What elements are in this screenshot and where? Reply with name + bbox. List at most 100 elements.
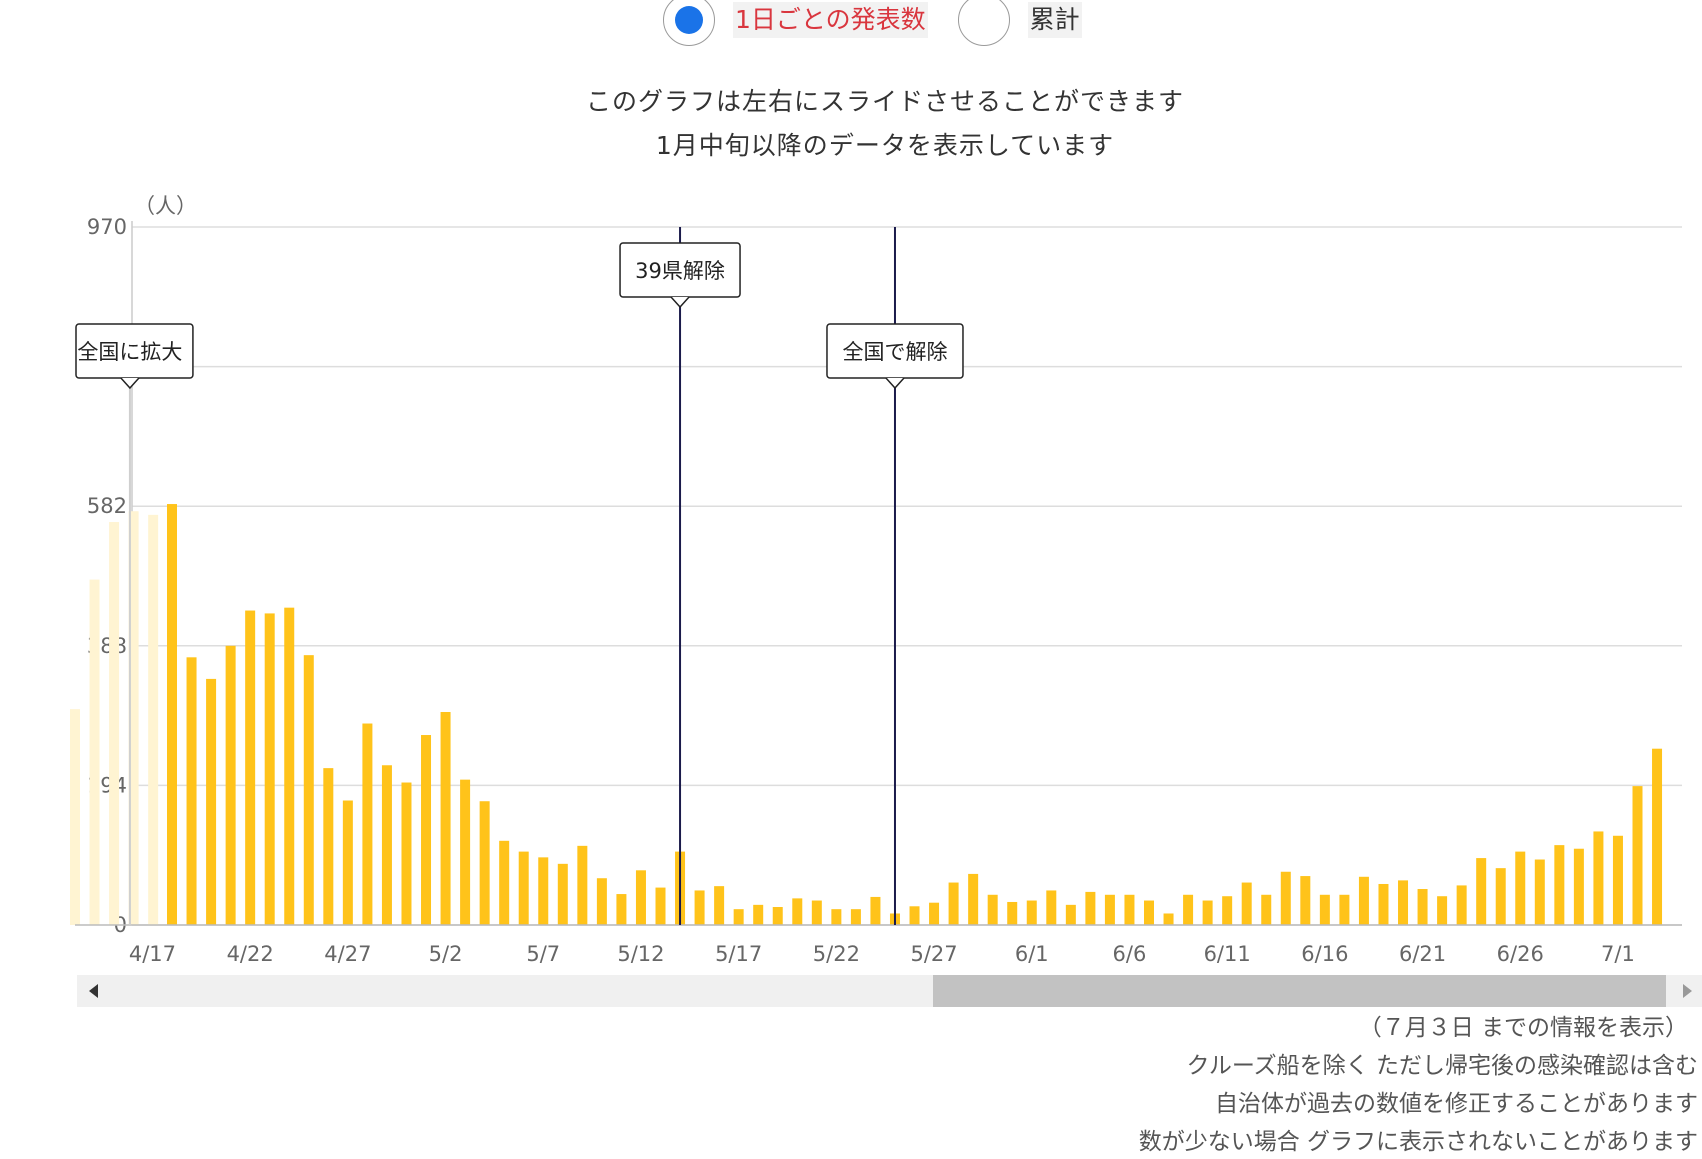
bar[interactable] <box>1183 894 1194 925</box>
bar[interactable] <box>948 882 959 925</box>
bar[interactable] <box>499 840 510 925</box>
x-tick-label: 4/22 <box>227 942 274 966</box>
x-tick-label: 5/7 <box>526 942 560 966</box>
bar[interactable] <box>733 909 744 925</box>
bar[interactable] <box>1202 900 1213 925</box>
bar[interactable] <box>1652 748 1663 925</box>
scroll-right-arrow-icon[interactable] <box>1683 984 1692 998</box>
bar[interactable] <box>1163 913 1174 925</box>
bar[interactable] <box>1241 882 1252 925</box>
bar[interactable] <box>1417 889 1428 925</box>
x-tick-label: 6/11 <box>1204 942 1251 966</box>
radio-daily-label[interactable]: 1日ごとの発表数 <box>733 2 928 38</box>
bar[interactable] <box>870 896 881 925</box>
bar[interactable] <box>1358 876 1369 925</box>
radio-cumulative-label[interactable]: 累計 <box>1027 2 1082 38</box>
x-tick-label: 4/27 <box>324 942 371 966</box>
bar[interactable] <box>753 904 764 925</box>
faded-bar <box>89 579 100 925</box>
bar[interactable] <box>1632 786 1643 925</box>
radio-daily-indicator[interactable] <box>663 0 715 46</box>
bar[interactable] <box>714 886 725 925</box>
bar[interactable] <box>1319 894 1330 925</box>
bar[interactable] <box>616 894 627 925</box>
chart-scrollbar[interactable] <box>77 975 1702 1007</box>
bar[interactable] <box>909 906 920 925</box>
bar[interactable] <box>655 887 666 925</box>
bar[interactable] <box>792 898 803 925</box>
bar[interactable] <box>245 610 256 925</box>
bar[interactable] <box>1222 896 1233 925</box>
bar[interactable] <box>987 894 998 925</box>
bar[interactable] <box>186 657 197 925</box>
bar[interactable] <box>635 870 646 925</box>
bar[interactable] <box>557 863 568 925</box>
bar[interactable] <box>362 723 373 925</box>
slide-hint: このグラフは左右にスライドさせることができます <box>585 87 1184 116</box>
footnote-correction: 自治体が過去の数値を修正することがあります <box>1215 1091 1698 1117</box>
bar[interactable] <box>811 900 822 925</box>
bar[interactable] <box>1007 901 1018 925</box>
bar[interactable] <box>538 857 549 925</box>
x-tick-label: 6/6 <box>1113 942 1147 966</box>
bar[interactable] <box>929 902 940 925</box>
bar[interactable] <box>1339 894 1350 925</box>
bar[interactable] <box>1554 845 1565 925</box>
bar[interactable] <box>440 712 451 925</box>
bar[interactable] <box>1280 871 1291 925</box>
bar[interactable] <box>479 801 490 925</box>
bar[interactable] <box>1456 885 1467 925</box>
bar[interactable] <box>772 907 783 925</box>
bar[interactable] <box>577 845 588 925</box>
bar[interactable] <box>1515 851 1526 925</box>
radio-daily[interactable]: 1日ごとの発表数 <box>663 0 928 46</box>
bar[interactable] <box>694 890 705 925</box>
bar[interactable] <box>850 909 861 925</box>
bar[interactable] <box>284 607 295 925</box>
daily-cases-chart[interactable]: 0194388582776970（人）4/174/224/275/25/75/1… <box>0 0 1702 975</box>
bar[interactable] <box>831 909 842 925</box>
radio-cumulative[interactable]: 累計 <box>957 0 1082 46</box>
bar[interactable] <box>1437 896 1448 925</box>
bar[interactable] <box>1026 900 1037 925</box>
event-annotation-pointer <box>120 377 140 390</box>
event-annotation[interactable]: 39県解除 <box>619 242 741 309</box>
bar[interactable] <box>342 800 353 925</box>
bar[interactable] <box>421 735 432 925</box>
bar[interactable] <box>1124 894 1135 925</box>
bar[interactable] <box>1593 831 1604 925</box>
bar[interactable] <box>1378 883 1389 925</box>
bar[interactable] <box>1495 868 1506 925</box>
bar[interactable] <box>1534 859 1545 925</box>
footnote-as-of: （７月３日 までの情報を表示） <box>1358 1015 1688 1041</box>
footnote-cruise: クルーズ船を除く ただし帰宅後の感染確認は含む <box>1186 1053 1698 1079</box>
bar[interactable] <box>1476 858 1487 925</box>
event-annotation[interactable]: 全国に拡大 <box>75 323 194 390</box>
bar[interactable] <box>1612 835 1623 925</box>
bar[interactable] <box>303 655 314 925</box>
event-annotation[interactable]: 全国で解除 <box>826 323 964 390</box>
bar[interactable] <box>167 504 177 925</box>
bar[interactable] <box>1573 848 1584 925</box>
bar[interactable] <box>381 765 392 925</box>
radio-cumulative-indicator[interactable] <box>957 0 1010 46</box>
bar[interactable] <box>1104 894 1115 925</box>
bar[interactable] <box>596 878 607 925</box>
bar[interactable] <box>460 779 471 925</box>
bar[interactable] <box>518 851 529 925</box>
scroll-left-arrow-icon[interactable] <box>89 984 98 998</box>
bar[interactable] <box>1085 891 1096 925</box>
bar[interactable] <box>206 678 217 925</box>
bar[interactable] <box>401 782 412 925</box>
bar[interactable] <box>264 613 275 925</box>
bar[interactable] <box>968 873 979 925</box>
scroll-thumb[interactable] <box>933 975 1666 1007</box>
bar[interactable] <box>1046 890 1057 925</box>
bar[interactable] <box>225 645 236 925</box>
bar[interactable] <box>1261 894 1272 925</box>
bar[interactable] <box>1065 904 1076 925</box>
bar[interactable] <box>1300 876 1311 925</box>
bar[interactable] <box>323 768 334 925</box>
bar[interactable] <box>1398 880 1409 925</box>
bar[interactable] <box>1144 900 1154 925</box>
